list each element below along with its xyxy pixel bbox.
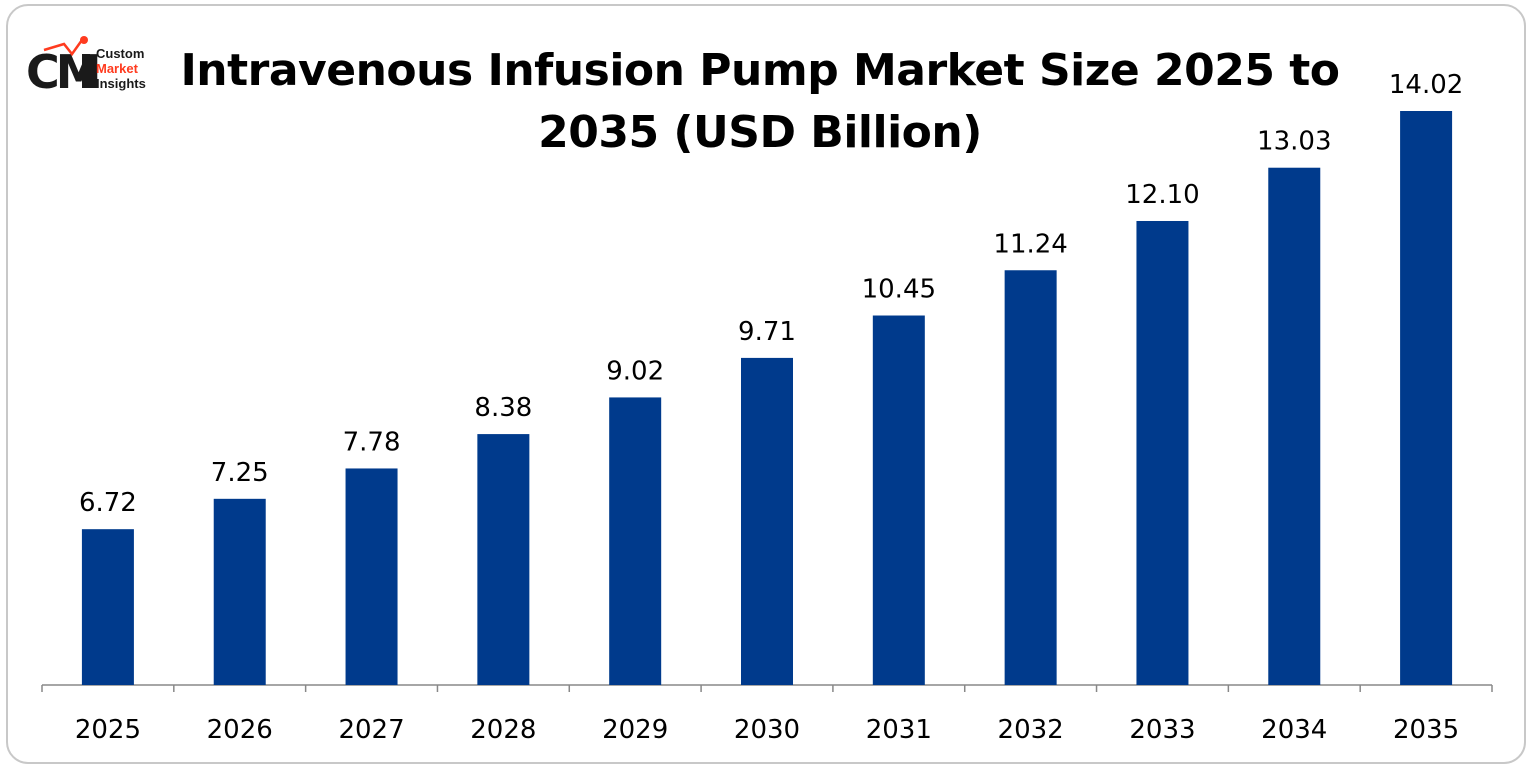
bar-2033 <box>1136 220 1189 685</box>
bar-2031 <box>872 315 925 685</box>
bar-2034 <box>1268 167 1321 685</box>
data-label: 11.24 <box>993 229 1067 259</box>
bar-2032 <box>1004 270 1057 685</box>
data-label: 12.10 <box>1125 180 1199 210</box>
data-label: 10.45 <box>862 275 936 305</box>
data-label: 14.02 <box>1389 70 1463 100</box>
x-tick-label: 2033 <box>1129 715 1195 745</box>
svg-text:Custom: Custom <box>96 46 144 61</box>
x-tick-label: 2032 <box>998 715 1064 745</box>
x-tick-label: 2034 <box>1261 715 1327 745</box>
data-label: 9.71 <box>738 317 796 347</box>
x-tick-label: 2030 <box>734 715 800 745</box>
bar-2035 <box>1400 111 1453 685</box>
bar-2028 <box>477 434 530 685</box>
data-label: 13.03 <box>1257 127 1331 157</box>
bar-2027 <box>345 468 398 685</box>
x-tick-label: 2026 <box>207 715 273 745</box>
data-label: 9.02 <box>606 356 664 386</box>
svg-text:Insights: Insights <box>96 76 146 91</box>
x-tick-label: 2031 <box>866 715 932 745</box>
x-tick-label: 2025 <box>75 715 141 745</box>
x-tick-label: 2035 <box>1393 715 1459 745</box>
company-logo: CM Custom Market Insights <box>26 36 146 96</box>
bar-2025 <box>81 529 134 685</box>
data-label: 8.38 <box>474 393 532 423</box>
chart-title: Intravenous Infusion Pump Market Size 20… <box>180 45 1340 158</box>
x-tick-label: 2029 <box>602 715 668 745</box>
svg-text:Market: Market <box>96 61 139 76</box>
bar-2029 <box>609 397 662 685</box>
data-label: 7.78 <box>343 427 401 457</box>
data-label: 7.25 <box>211 458 269 488</box>
data-label: 6.72 <box>79 488 137 518</box>
bar-2030 <box>741 357 793 685</box>
x-tick-label: 2028 <box>470 715 536 745</box>
x-tick-label: 2027 <box>338 715 404 745</box>
bar-2026 <box>213 498 266 685</box>
